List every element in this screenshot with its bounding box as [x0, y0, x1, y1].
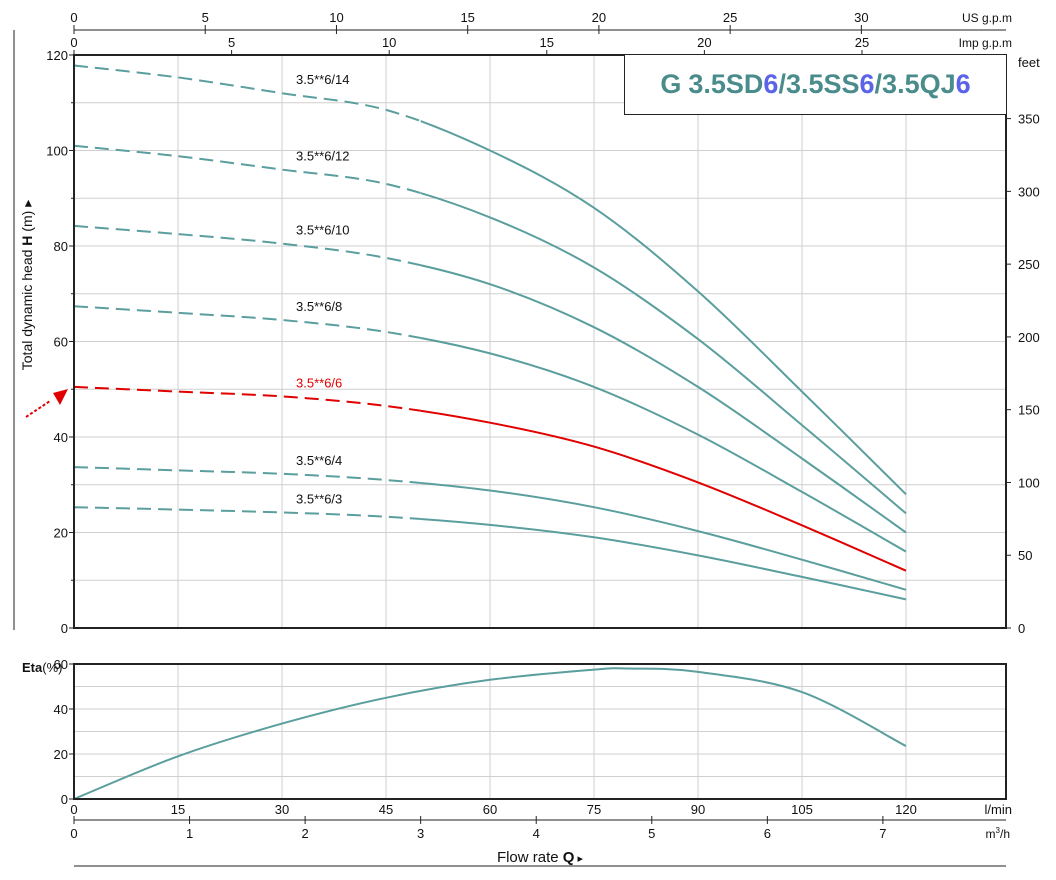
series-labels: 3.5**6/14 3.5**6/12 3.5**6/10 3.5**6/8 3.5**… [296, 72, 350, 506]
series-label: 3.5**6/12 [296, 149, 350, 164]
head-curve-solid [420, 120, 907, 496]
model-title: G 3.5SD 6/3.5SS 6/3.5QJ 6 [624, 55, 1006, 115]
eta-y-axis: 0 20 40 60 [54, 657, 74, 807]
us-gpm-unit: US g.p.m [962, 11, 1012, 25]
us-gpm-tick-label: 15 [460, 10, 474, 25]
head-curve-dashed [74, 305, 421, 339]
head-curves [74, 64, 907, 601]
flow-axis-title: Flow rate Q ▸ [497, 849, 584, 866]
feet-axis: 0 50 100 150 200 250 300 350 feet [1006, 55, 1040, 636]
imp-gpm-tick-label: 5 [228, 35, 235, 50]
eta-y-tick-label: 40 [54, 702, 68, 717]
us-gpm-tick-label: 5 [202, 10, 209, 25]
head-curve-dashed [74, 506, 421, 520]
us-gpm-tick-label: 10 [329, 10, 343, 25]
eta-curve-line [73, 667, 907, 800]
feet-tick-label: 50 [1018, 548, 1032, 563]
head-curve-dashed [74, 466, 421, 484]
m3h-tick-label: 4 [533, 826, 540, 841]
lmin-tick-label: 45 [379, 802, 393, 817]
feet-tick-label: 0 [1018, 621, 1025, 636]
head-curve-solid [420, 481, 907, 591]
feet-tick-label: 350 [1018, 112, 1040, 127]
lmin-tick-label: 120 [895, 802, 917, 817]
lmin-tick-label: 0 [70, 802, 77, 817]
feet-tick-label: 100 [1018, 475, 1040, 490]
imp-gpm-tick-label: 25 [855, 35, 869, 50]
series-label: 3.5**6/10 [296, 223, 350, 238]
imp-gpm-tick-label: 10 [382, 35, 396, 50]
imp-gpm-tick-label: 0 [70, 35, 77, 50]
top-axes: 0 5 10 15 20 25 30 US g.p.m 0 5 10 15 20 25 Imp g.p.m [70, 10, 1012, 55]
head-y-tick-label: 20 [54, 526, 68, 541]
eta-plot-frame [73, 663, 1007, 800]
m3h-tick-label: 2 [301, 826, 308, 841]
lmin-unit: l/min [985, 802, 1012, 817]
head-grid [73, 55, 1006, 628]
head-y-axis: 0 20 40 60 80 100 120 [46, 48, 74, 636]
head-curve-dashed [74, 224, 421, 267]
eta-grid [73, 664, 1006, 799]
eta-y-tick-label: 60 [54, 657, 68, 672]
m3h-tick-label: 3 [417, 826, 424, 841]
eta-y-tick-label: 0 [61, 792, 68, 807]
head-axis-title: Total dynamic head H (m) ▸ [19, 200, 35, 370]
feet-tick-label: 300 [1018, 184, 1040, 199]
lmin-tick-label: 15 [171, 802, 185, 817]
m3h-unit: m3/h [986, 826, 1010, 841]
head-y-tick-label: 100 [46, 144, 68, 159]
series-label: 3.5**6/14 [296, 72, 350, 87]
head-y-tick-label: 80 [54, 239, 68, 254]
head-curve-solid [420, 264, 907, 534]
head-y-tick-label: 40 [54, 430, 68, 445]
m3h-tick-label: 5 [648, 826, 655, 841]
lmin-tick-label: 105 [791, 802, 813, 817]
head-y-tick-label: 60 [54, 335, 68, 350]
eta-y-tick-label: 20 [54, 747, 68, 762]
lmin-tick-label: 60 [483, 802, 497, 817]
m3h-tick-label: 7 [879, 826, 886, 841]
us-gpm-tick-label: 30 [854, 10, 868, 25]
lmin-tick-label: 75 [587, 802, 601, 817]
series-label: 3.5**6/3 [296, 491, 342, 506]
highlight-arrow-icon [25, 389, 68, 418]
lmin-tick-label: 30 [275, 802, 289, 817]
imp-gpm-tick-label: 15 [540, 35, 554, 50]
eta-axis-title: Eta(%) [22, 660, 62, 675]
eta-curve [73, 667, 907, 800]
feet-tick-label: 200 [1018, 330, 1040, 345]
head-y-tick-label: 0 [61, 621, 68, 636]
head-curve-solid [420, 336, 907, 553]
head-curve-solid [420, 517, 907, 601]
m3h-tick-label: 1 [186, 826, 193, 841]
head-curve-solid [420, 192, 907, 515]
m3h-tick-label: 0 [70, 826, 77, 841]
us-gpm-tick-label: 25 [723, 10, 737, 25]
m3h-tick-label: 6 [764, 826, 771, 841]
lmin-tick-label: 90 [691, 802, 705, 817]
feet-tick-label: 150 [1018, 403, 1040, 418]
imp-gpm-tick-label: 20 [697, 35, 711, 50]
series-label: 3.5**6/4 [296, 453, 342, 468]
head-curve-solid [420, 409, 907, 572]
imp-gpm-unit: Imp g.p.m [959, 36, 1012, 50]
head-y-tick-label: 120 [46, 48, 68, 63]
us-gpm-tick-label: 20 [592, 10, 606, 25]
feet-axis-unit: feet [1018, 55, 1040, 70]
series-label: 3.5**6/6 [296, 375, 342, 390]
series-label: 3.5**6/8 [296, 299, 342, 314]
feet-tick-label: 250 [1018, 257, 1040, 272]
head-curve-dashed [74, 385, 421, 412]
us-gpm-tick-label: 0 [70, 10, 77, 25]
